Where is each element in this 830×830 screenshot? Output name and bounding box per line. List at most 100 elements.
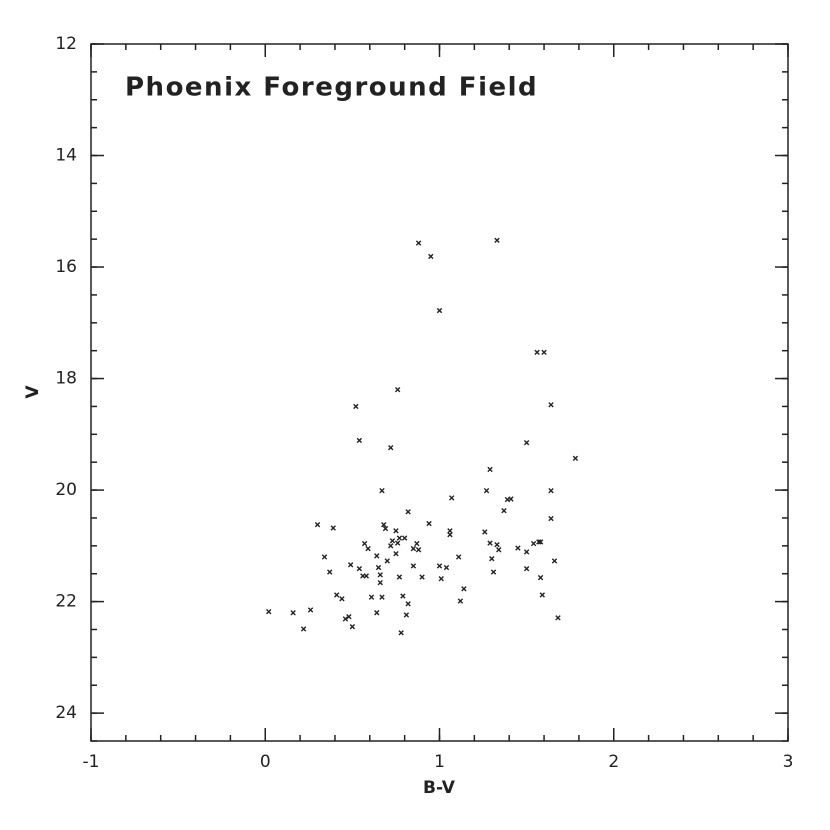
y-axis-label: V [23,385,43,399]
data-point [534,349,540,356]
data-point [530,540,537,547]
data-point [428,253,434,260]
x-axis-label: B-V [423,778,456,798]
data-point [266,608,272,615]
data-point [396,574,403,580]
x-tick-label: 0 [260,752,271,772]
data-point [489,555,495,562]
data-point [548,515,554,522]
data-point [333,592,340,598]
data-point [389,538,396,544]
data-point [551,558,558,564]
data-point [541,349,547,356]
data-point [455,554,462,560]
data-point [436,307,443,314]
data-point [314,521,321,528]
data-point [381,521,387,528]
data-point [490,569,497,575]
y-tick-label: 24 [55,703,77,723]
y-tick-label: 16 [55,257,77,277]
data-point [410,563,417,569]
data-point [572,455,579,461]
chart-title: Phoenix Foreground Field [125,73,538,103]
data-point [405,509,411,515]
data-point [368,594,375,600]
plot-frame [90,43,789,742]
data-point [523,549,530,555]
data-point [307,607,314,613]
data-point [394,540,401,546]
data-point [449,495,455,501]
data-point [379,487,385,494]
data-point [494,237,500,243]
data-point [410,545,417,552]
data-point [414,540,420,547]
data-point [487,540,493,546]
x-tick-label: 2 [608,752,619,772]
data-point [384,558,390,564]
data-point [374,553,380,559]
data-point [419,574,425,580]
data-point [377,579,383,586]
data-point [501,508,507,514]
data-point [377,572,383,578]
data-point [353,403,359,410]
data-point [457,598,464,604]
y-tick-label: 20 [55,480,77,500]
data-point [398,630,404,636]
data-point [361,540,368,547]
data-point [321,554,328,560]
data-point [342,616,349,622]
data-point [483,487,490,494]
data-point [482,529,488,535]
data-point [400,593,406,599]
data-point [330,525,336,531]
data-point [379,594,385,600]
data-point [415,547,422,553]
data-point [393,528,399,534]
data-point [356,437,363,444]
x-tick-label: -1 [83,752,100,772]
data-point [356,566,363,572]
data-point [438,576,444,582]
data-point [290,610,296,616]
data-point [300,626,307,632]
data-point [539,592,546,598]
x-tick-label: 3 [783,752,794,772]
y-tick-label: 22 [55,592,77,612]
data-point [496,547,502,553]
data-point [339,596,345,602]
data-point [537,539,544,545]
data-point [374,610,380,616]
data-point [523,439,530,446]
data-point [394,387,401,393]
data-point [461,586,467,592]
data-point [548,487,554,494]
data-point [346,613,352,620]
data-point [548,402,554,408]
data-point [401,535,408,541]
data-point [447,531,453,538]
y-tick-label: 12 [55,34,77,54]
data-point [494,542,500,548]
data-point [443,564,450,571]
data-point [523,566,530,572]
x-tick-label: 1 [434,752,445,772]
data-point [515,545,521,551]
data-point [403,612,410,618]
data-point [396,535,403,541]
data-point [327,569,333,575]
data-point [388,543,394,549]
data-point [487,466,493,473]
data-point [555,615,561,621]
data-point [388,445,394,451]
data-point [536,539,542,545]
data-point [349,623,356,630]
data-point [405,601,411,607]
data-point [393,550,399,557]
data-point [537,574,544,581]
data-point [363,573,370,579]
data-point [347,562,354,568]
